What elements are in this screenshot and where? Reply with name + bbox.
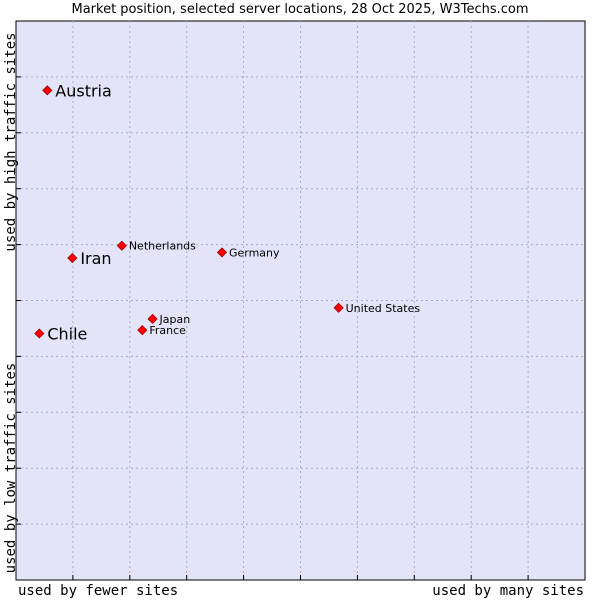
point-united-states: United States [333,302,421,315]
data-label: Austria [55,81,112,100]
data-points: Austria Iran Chile Netherlands Germany JapanF… [34,81,421,343]
point-iran: Iran [67,249,112,268]
y-axis-label-high: used by high traffic sites [3,32,19,252]
data-label: Japan [159,313,191,326]
data-marker [116,240,127,251]
grid-lines [16,21,585,580]
data-label: Chile [47,324,87,343]
data-label: United States [346,302,421,315]
data-marker [137,325,148,336]
data-marker [67,252,78,264]
point-germany: Germany [216,246,280,259]
y-axis-label-low: used by low traffic sites [3,362,19,574]
point-japan: Japan [147,313,191,326]
data-marker [147,313,158,325]
point-france: France [137,324,186,337]
point-netherlands: Netherlands [116,240,196,253]
x-axis-label-high: used by many sites [432,583,584,599]
data-label: Iran [80,249,111,268]
data-marker [42,85,53,96]
data-marker [34,328,45,339]
data-label: Germany [229,246,280,259]
x-axis-label-low: used by fewer sites [18,583,179,599]
point-austria: Austria [42,81,112,100]
chart-title: Market position, selected server locatio… [71,2,529,17]
data-label: France [149,324,186,337]
data-marker [216,247,228,258]
data-label: Netherlands [129,240,196,253]
data-marker [333,302,344,313]
point-chile: Chile [34,324,87,343]
